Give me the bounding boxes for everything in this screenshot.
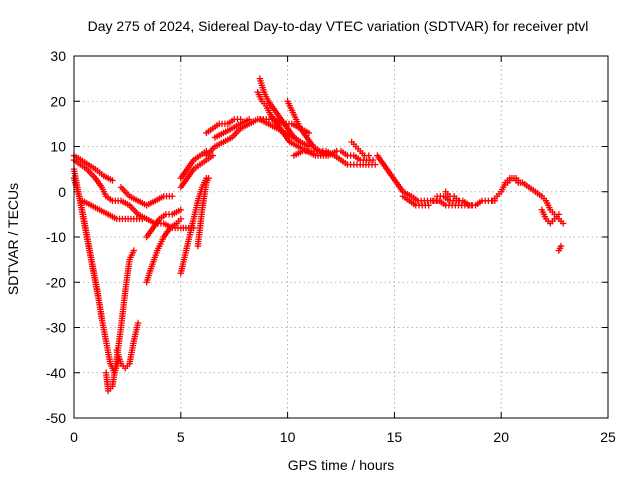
y-tick-label: -10 — [46, 229, 66, 245]
x-tick-label: 25 — [600, 429, 616, 445]
data-point-marker — [455, 197, 462, 204]
data-point-marker — [559, 220, 567, 227]
data-point-marker — [557, 242, 565, 250]
data-point-marker — [209, 152, 217, 159]
data-points — [70, 75, 567, 395]
x-axis-label: GPS time / hours — [288, 457, 395, 473]
y-tick-label: 30 — [50, 48, 66, 64]
axis-ticks: 0 5 10 15 20 25 -50 -40 -30 -20 -10 0 10 20 30 — [46, 48, 616, 445]
data-point-marker — [365, 152, 372, 159]
y-tick-label: 10 — [50, 139, 66, 155]
x-tick-label: 5 — [177, 429, 185, 445]
y-tick-label: 0 — [58, 184, 66, 200]
x-tick-label: 0 — [70, 429, 78, 445]
data-point-marker — [425, 202, 432, 209]
data-point-marker — [371, 161, 379, 168]
data-point-marker — [517, 179, 524, 186]
y-tick-label: 20 — [50, 93, 66, 109]
data-point-marker — [134, 319, 142, 327]
y-tick-label: -20 — [46, 274, 66, 290]
data-point-marker — [177, 215, 184, 223]
x-tick-label: 10 — [280, 429, 296, 445]
x-tick-label: 15 — [387, 429, 403, 445]
y-axis-label: SDTVAR / TECUs — [5, 183, 21, 295]
data-point-marker — [130, 247, 138, 254]
data-point-marker — [169, 193, 176, 200]
data-point-marker — [237, 116, 244, 123]
chart-title: Day 275 of 2024, Sidereal Day-to-day VTE… — [88, 18, 589, 34]
data-point-marker — [109, 177, 116, 184]
data-point-marker — [555, 211, 563, 218]
data-point-marker — [205, 174, 212, 182]
data-point-marker — [245, 116, 253, 123]
data-point-marker — [297, 138, 304, 146]
y-tick-label: -50 — [46, 410, 66, 426]
data-point-marker — [305, 129, 313, 137]
data-point-marker — [139, 215, 146, 223]
y-tick-label: -30 — [46, 320, 66, 336]
data-point-marker — [177, 206, 184, 214]
plot-frame — [73, 55, 609, 419]
data-point-marker — [468, 202, 475, 209]
y-tick-label: -40 — [46, 365, 66, 381]
x-tick-label: 20 — [493, 429, 509, 445]
data-point-marker — [369, 156, 377, 164]
grid — [74, 56, 608, 418]
